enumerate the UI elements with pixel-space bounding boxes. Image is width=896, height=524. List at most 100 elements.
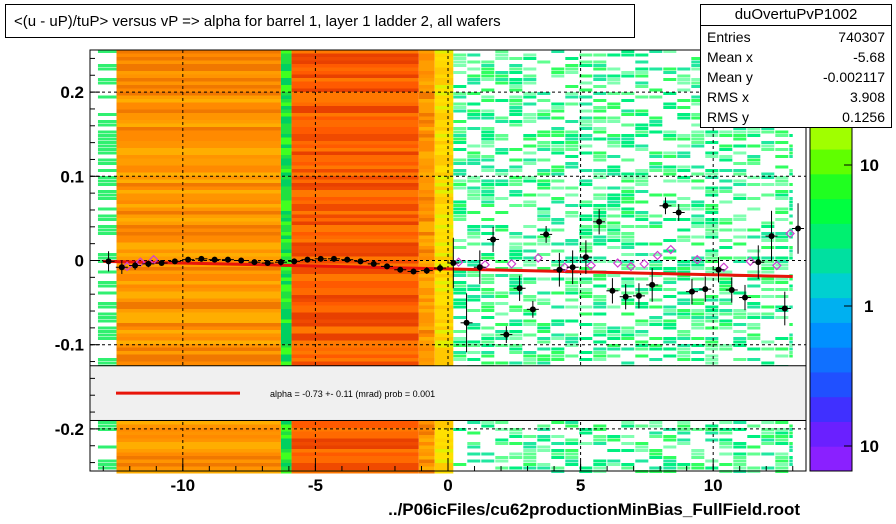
heatmap-cell <box>97 284 117 288</box>
heatmap-cell <box>537 449 551 452</box>
profile-point <box>238 257 245 264</box>
heatmap-cell <box>495 312 509 316</box>
profile-point <box>145 260 152 267</box>
heatmap-cell <box>775 435 789 438</box>
heatmap-cell <box>418 284 435 288</box>
stats-value: -5.68 <box>853 49 885 65</box>
heatmap-cell <box>509 64 523 67</box>
heatmap-cell <box>733 452 747 456</box>
heatmap-cell <box>116 120 281 124</box>
heatmap-cell <box>593 225 607 228</box>
heatmap-cell <box>495 466 509 470</box>
heatmap-cell <box>705 225 719 228</box>
heatmap-cell <box>434 113 454 117</box>
heatmap-cell <box>495 53 509 57</box>
heatmap-cell <box>467 78 481 81</box>
heatmap-cell <box>418 291 435 295</box>
heatmap-cell <box>97 253 117 256</box>
heatmap-cell <box>418 281 435 285</box>
heatmap-cell <box>677 358 691 361</box>
heatmap-cell <box>97 141 117 144</box>
heatmap-cell <box>291 85 419 89</box>
heatmap-cell <box>719 298 733 302</box>
heatmap-cell <box>663 288 677 291</box>
heatmap-cell <box>537 99 551 102</box>
heatmap-cell <box>280 351 292 355</box>
heatmap-cell <box>663 200 677 204</box>
heatmap-cell <box>761 141 775 144</box>
heatmap-cell <box>495 267 509 270</box>
heatmap-cell <box>453 200 467 204</box>
heatmap-cell <box>495 74 509 78</box>
heatmap-cell <box>719 438 733 442</box>
heatmap-cell <box>291 312 419 316</box>
heatmap-cell <box>523 466 537 470</box>
heatmap-cell <box>649 155 663 158</box>
heatmap-cell <box>418 459 435 463</box>
heatmap-cell <box>481 74 495 78</box>
open-marker <box>480 259 490 270</box>
heatmap-cell <box>621 225 635 228</box>
profile-point <box>410 268 417 275</box>
heatmap-cell <box>523 113 537 116</box>
heatmap-cell <box>453 284 467 288</box>
heatmap-cell <box>116 197 281 201</box>
heatmap-cell <box>677 351 691 354</box>
heatmap-cell <box>747 127 761 130</box>
heatmap-cell <box>593 323 607 326</box>
heatmap-cell <box>291 274 419 278</box>
heatmap-cell <box>467 270 481 274</box>
heatmap-cell <box>280 106 292 110</box>
heatmap-cell <box>733 214 747 218</box>
heatmap-cell <box>291 326 419 330</box>
heatmap-cell <box>537 323 551 326</box>
heatmap-cell <box>537 302 551 305</box>
heatmap-cell <box>418 323 435 327</box>
heatmap-cell <box>116 211 281 215</box>
heatmap-cell <box>691 67 705 71</box>
heatmap-cell <box>607 200 621 204</box>
profile-point <box>755 259 762 266</box>
heatmap-cell <box>418 64 435 68</box>
heatmap-cell <box>649 263 663 267</box>
heatmap-cell <box>593 151 607 155</box>
heatmap-cell <box>509 148 523 151</box>
heatmap-cell <box>418 190 435 194</box>
heatmap-cell <box>481 186 495 190</box>
heatmap-cell <box>593 438 607 442</box>
heatmap-cell <box>747 176 761 179</box>
heatmap-cell <box>733 291 747 295</box>
heatmap-cell <box>593 120 607 123</box>
heatmap-cell <box>565 162 579 165</box>
heatmap-cell <box>775 130 789 134</box>
heatmap-cell <box>775 207 789 211</box>
heatmap-cell <box>523 204 537 207</box>
heatmap-cell <box>621 281 635 284</box>
heatmap-cell <box>291 200 419 204</box>
heatmap-cell <box>649 120 663 123</box>
profile-point <box>198 255 205 262</box>
heatmap-cell <box>677 428 691 431</box>
heatmap-cell <box>291 211 419 215</box>
heatmap-cell <box>418 204 435 208</box>
heatmap-cell <box>509 442 523 445</box>
heatmap-cell <box>280 302 292 306</box>
heatmap-cell <box>719 277 733 281</box>
heatmap-cell <box>663 323 677 326</box>
heatmap-cell <box>677 344 691 347</box>
heatmap-cell <box>733 309 747 312</box>
heatmap-cell <box>635 424 649 428</box>
heatmap-cell <box>635 81 649 85</box>
profile-point <box>516 285 523 292</box>
heatmap-cell <box>621 92 635 95</box>
heatmap-cell <box>579 232 593 235</box>
heatmap-cell <box>789 456 793 459</box>
heatmap-cell <box>789 256 793 260</box>
heatmap-cell <box>677 81 691 85</box>
heatmap-cell <box>607 449 621 452</box>
heatmap-cell <box>291 263 419 267</box>
heatmap-cell <box>453 158 467 162</box>
heatmap-cell <box>481 333 495 337</box>
heatmap-cell <box>291 109 419 113</box>
heatmap-cell <box>537 92 551 95</box>
